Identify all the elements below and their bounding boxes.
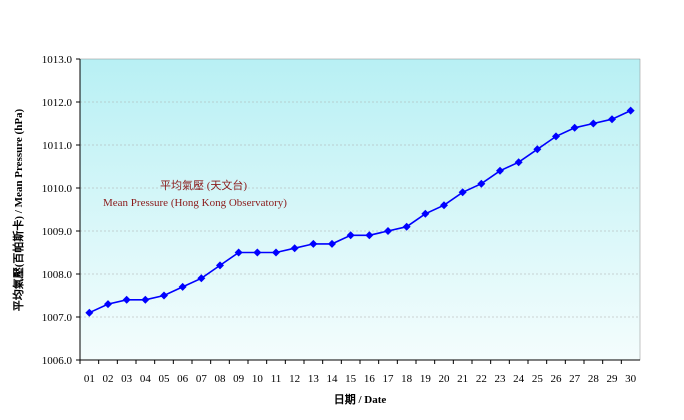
data-point-15: [346, 231, 355, 240]
data-point-19: [421, 209, 430, 218]
y-tick-label: 1006.0: [42, 355, 73, 367]
x-tick-label: 22: [476, 373, 487, 385]
data-point-26: [552, 132, 560, 141]
x-tick-label: 30: [625, 373, 637, 385]
x-tick-label: 08: [215, 373, 227, 385]
x-tick-label: 13: [308, 373, 320, 385]
y-tick-label: 1007.0: [42, 312, 73, 324]
x-tick-label: 15: [345, 373, 357, 385]
x-tick-label: 01: [84, 373, 95, 385]
data-point-17: [384, 227, 392, 235]
x-tick-label: 06: [177, 373, 189, 385]
x-tick-label: 23: [495, 373, 507, 385]
x-tick-label: 16: [364, 373, 376, 385]
x-tick-label: 29: [607, 373, 619, 385]
data-point-03: [122, 295, 131, 304]
data-point-25: [533, 145, 542, 154]
x-tick-label: 10: [252, 373, 264, 385]
x-tick-label: 28: [588, 373, 600, 385]
data-point-08: [216, 261, 224, 270]
annotation-zh: 平均氣壓 (天文台): [160, 178, 247, 192]
x-tick-label: 07: [196, 373, 208, 385]
data-point-01: [85, 308, 94, 317]
x-tick-label: 02: [103, 373, 114, 385]
y-tick-label: 1011.0: [42, 140, 72, 152]
y-tick-label: 1013.0: [42, 54, 73, 66]
data-point-07: [197, 274, 206, 283]
x-tick-label: 03: [121, 373, 133, 385]
x-tick-label: 04: [140, 373, 152, 385]
x-tick-label: 25: [532, 373, 544, 385]
data-point-16: [365, 231, 374, 240]
x-tick-label: 12: [289, 373, 300, 385]
data-point-06: [178, 282, 187, 291]
x-tick-label: 20: [439, 373, 451, 385]
data-point-20: [440, 201, 448, 210]
data-point-24: [514, 158, 523, 167]
x-axis-label: 日期 / Date: [334, 392, 387, 406]
data-point-11: [272, 248, 280, 257]
x-tick-label: 26: [551, 373, 563, 385]
y-tick-label: 1008.0: [42, 269, 73, 281]
y-tick-label: 1009.0: [42, 226, 73, 238]
x-tick-label: 14: [327, 373, 339, 385]
data-point-21: [458, 188, 467, 197]
x-tick-label: 18: [401, 373, 413, 385]
x-tick-label: 05: [159, 373, 171, 385]
x-tick-label: 19: [420, 373, 432, 385]
x-tick-label: 24: [513, 373, 525, 385]
y-tick-label: 1012.0: [42, 97, 73, 109]
data-point-13: [309, 239, 318, 248]
series-line: [88, 109, 632, 314]
annotation-en: Mean Pressure (Hong Kong Observatory): [103, 197, 287, 209]
x-tick-label: 27: [569, 373, 581, 385]
data-point-23: [496, 166, 504, 175]
y-tick-label: 1010.0: [42, 183, 73, 195]
x-tick-label: 11: [271, 373, 282, 385]
data-point-30: [626, 106, 635, 115]
data-point-04: [141, 295, 150, 304]
data-point-10: [253, 248, 262, 257]
data-point-27: [570, 123, 579, 132]
x-tick-label: 09: [233, 373, 245, 385]
x-tick-label: 21: [457, 373, 468, 385]
y-axis-label: 平均氣壓(百帕斯卡) / Mean Pressure (hPa): [11, 108, 25, 311]
x-tick-label: 17: [383, 373, 395, 385]
data-point-09: [234, 248, 243, 257]
data-point-12: [290, 244, 299, 253]
data-point-22: [477, 179, 486, 188]
data-point-18: [402, 222, 411, 231]
data-point-02: [104, 300, 112, 309]
plot-area: [79, 58, 641, 361]
data-point-05: [160, 291, 168, 300]
data-point-14: [328, 239, 336, 248]
data-point-28: [589, 119, 598, 128]
data-point-29: [608, 115, 616, 124]
